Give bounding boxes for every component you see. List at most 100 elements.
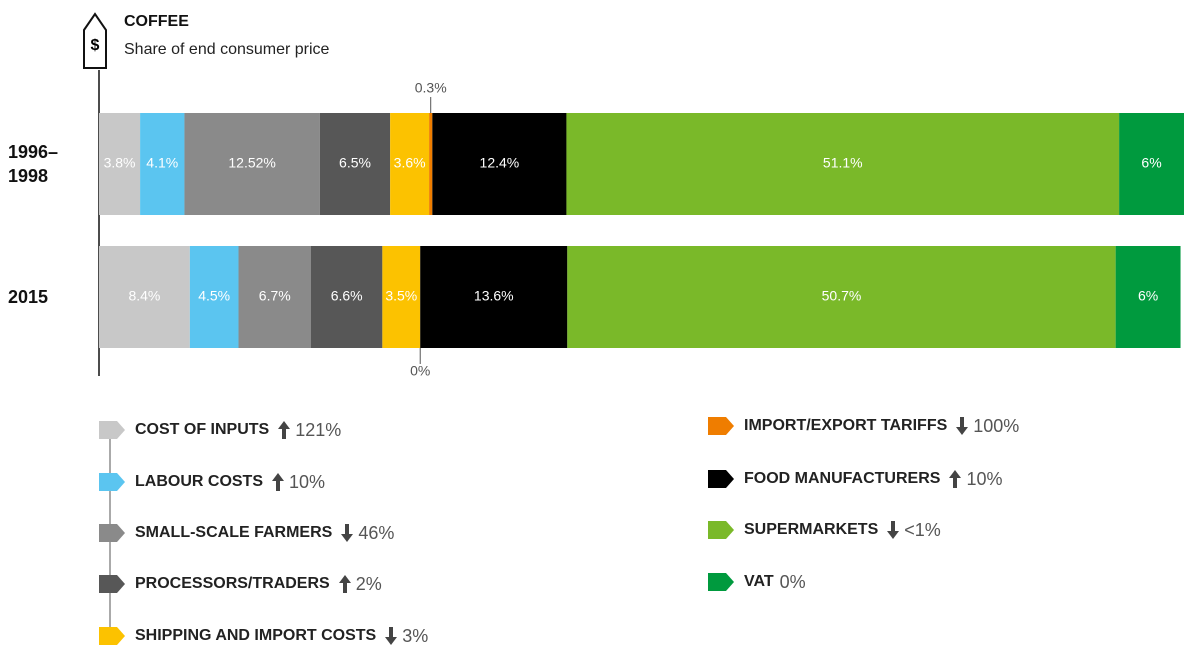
arrow-shape bbox=[887, 521, 900, 539]
value-label: 3.6% bbox=[394, 155, 426, 171]
legend-label: SHIPPING AND IMPORT COSTS bbox=[135, 627, 377, 644]
legend-item: SHIPPING AND IMPORT COSTS 3% bbox=[99, 623, 428, 648]
value-label: 6.7% bbox=[259, 288, 291, 304]
value-label: 4.1% bbox=[146, 155, 178, 171]
bar-segment bbox=[189, 246, 239, 348]
trend-arrow bbox=[272, 473, 284, 491]
value-label: 50.7% bbox=[822, 288, 862, 304]
value-label: 3.5% bbox=[385, 288, 417, 304]
legend-swatch bbox=[99, 421, 125, 439]
legend-label: SUPERMARKETS bbox=[744, 521, 879, 538]
bar-segment bbox=[140, 113, 185, 215]
trend-arrow bbox=[949, 470, 962, 488]
swatch-shape bbox=[99, 627, 125, 645]
legend-change: 0% bbox=[779, 571, 806, 592]
legend-label: FOOD MANUFACTURERS bbox=[744, 470, 941, 487]
bar-segment bbox=[1115, 246, 1181, 348]
swatch-shape bbox=[99, 524, 125, 542]
trend-arrow bbox=[338, 575, 351, 593]
legend-swatch bbox=[99, 473, 125, 491]
value-label: 51.1% bbox=[823, 155, 863, 171]
bar-segment bbox=[99, 246, 190, 348]
value-label: 6% bbox=[1138, 288, 1158, 304]
bar-segment bbox=[429, 113, 433, 215]
value-label: 6% bbox=[1141, 155, 1161, 171]
legend-item: LABOUR COSTS 10% bbox=[99, 469, 325, 495]
arrow-shape bbox=[338, 575, 351, 593]
legend-swatch bbox=[708, 573, 734, 591]
trend-arrow bbox=[956, 417, 969, 435]
legend-change: 10% bbox=[966, 468, 1003, 489]
bar-segment bbox=[1119, 113, 1184, 215]
swatch-shape bbox=[99, 473, 125, 491]
bar-segment bbox=[420, 246, 568, 348]
legend-change: 46% bbox=[358, 522, 395, 543]
bar-segment bbox=[184, 113, 320, 215]
value-label: 4.5% bbox=[198, 288, 230, 304]
arrow-shape bbox=[949, 470, 962, 488]
legend-change: 100% bbox=[973, 415, 1020, 436]
swatch-shape bbox=[708, 417, 734, 435]
legend-label: COST OF INPUTS bbox=[135, 421, 270, 438]
legend-label: VAT bbox=[744, 573, 774, 590]
swatch-shape bbox=[708, 573, 734, 591]
value-label: 0.3% bbox=[415, 80, 447, 96]
trend-arrow bbox=[887, 521, 900, 539]
bar-segment bbox=[310, 246, 383, 348]
swatch-shape bbox=[99, 421, 125, 439]
legend-item: SMALL-SCALE FARMERS 46% bbox=[99, 520, 394, 546]
legend-item: PROCESSORS/TRADERS 2% bbox=[99, 571, 382, 597]
value-label: 13.6% bbox=[474, 288, 514, 304]
bar-segment bbox=[99, 113, 141, 215]
trend-arrow bbox=[385, 627, 398, 645]
legend-change: 10% bbox=[289, 471, 326, 492]
value-label: 12.4% bbox=[480, 155, 520, 171]
legend-label: LABOUR COSTS bbox=[135, 473, 263, 490]
dollar-sign: $ bbox=[91, 37, 100, 54]
bar-segment bbox=[566, 113, 1120, 215]
legend-change: <1% bbox=[904, 519, 941, 540]
legend-change: 3% bbox=[402, 625, 429, 646]
swatch-shape bbox=[99, 575, 125, 593]
value-label: 6.5% bbox=[339, 155, 371, 171]
value-label: 6.6% bbox=[331, 288, 363, 304]
arrow-shape bbox=[278, 421, 291, 439]
trend-arrow bbox=[341, 524, 354, 542]
swatch-shape bbox=[708, 470, 734, 488]
legend-label: PROCESSORS/TRADERS bbox=[135, 575, 330, 592]
arrow-shape bbox=[956, 417, 969, 435]
legend-swatch bbox=[99, 627, 125, 645]
trend-arrow bbox=[278, 421, 291, 439]
price-tag-icon bbox=[83, 12, 107, 69]
chart-title: COFFEE bbox=[124, 13, 189, 30]
category-label: 2015 bbox=[8, 287, 49, 307]
legend-swatch bbox=[708, 470, 734, 488]
value-label: 3.8% bbox=[104, 155, 136, 171]
legend-change: 121% bbox=[295, 419, 342, 440]
legend-swatch bbox=[99, 524, 125, 542]
bar-segment bbox=[390, 113, 430, 215]
value-label: 8.4% bbox=[128, 288, 160, 304]
legend-item: VAT 0% bbox=[708, 569, 806, 595]
category-label: 1996–1998 bbox=[8, 142, 59, 186]
legend-item: IMPORT/EXPORT TARIFFS 100% bbox=[708, 413, 1019, 439]
legend-swatch bbox=[708, 417, 734, 435]
bar-segment bbox=[382, 246, 421, 348]
legend-item: FOOD MANUFACTURERS 10% bbox=[708, 466, 1002, 492]
value-label: 0% bbox=[410, 363, 430, 379]
swatch-shape bbox=[708, 521, 734, 539]
arrow-shape bbox=[385, 627, 398, 645]
arrow-shape bbox=[341, 524, 354, 542]
chart-subtitle: Share of end consumer price bbox=[124, 41, 330, 58]
bar-segment bbox=[567, 246, 1116, 348]
arrow-shape bbox=[272, 473, 284, 491]
legend-item: SUPERMARKETS <1% bbox=[708, 517, 941, 543]
legend-swatch bbox=[99, 575, 125, 593]
bar-segment bbox=[238, 246, 311, 348]
bar-segment bbox=[432, 113, 567, 215]
legend-label: SMALL-SCALE FARMERS bbox=[135, 524, 333, 541]
bar-segment bbox=[319, 113, 391, 215]
legend-change: 2% bbox=[355, 573, 382, 594]
